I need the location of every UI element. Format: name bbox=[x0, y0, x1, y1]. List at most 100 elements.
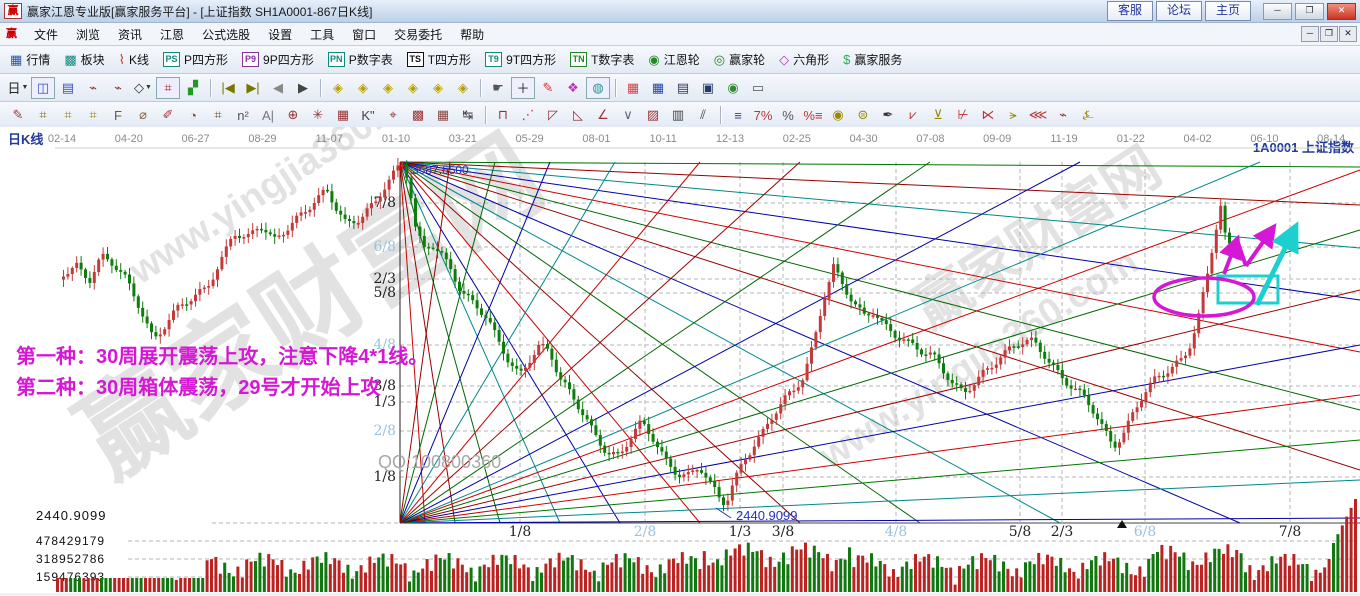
compass-tool[interactable]: ⊕ bbox=[281, 104, 305, 126]
toolbar-button-板块[interactable]: ▩ 板块 bbox=[58, 49, 110, 70]
toolbar-button-六角形[interactable]: ◇ 六角形 bbox=[773, 49, 835, 70]
percent-tool[interactable]: % bbox=[776, 104, 800, 126]
diamond-right-button[interactable]: ◈ bbox=[351, 77, 375, 99]
first-page-button[interactable]: |◀ bbox=[216, 77, 240, 99]
gold-fan-tool[interactable]: ⪫ bbox=[1001, 104, 1025, 126]
toolbar-button-赢家服务[interactable]: $ 赢家服务 bbox=[837, 49, 908, 70]
customer-service-button[interactable]: 客服 bbox=[1106, 1, 1153, 21]
quote-list-button[interactable]: ▤ bbox=[56, 77, 80, 99]
j-angle-tool[interactable]: ⊬ bbox=[951, 104, 975, 126]
k-angle-tool[interactable]: K" bbox=[356, 104, 380, 126]
gold-line-tool[interactable]: ⊜ bbox=[851, 104, 875, 126]
toolbar-button-T四方形[interactable]: TS T四方形 bbox=[401, 49, 477, 70]
diamond-lr-button[interactable]: ◈ bbox=[376, 77, 400, 99]
menu-item-帮助[interactable]: 帮助 bbox=[460, 27, 485, 42]
percent-level-tool[interactable]: %≡ bbox=[801, 104, 825, 126]
menu-item-江恩[interactable]: 江恩 bbox=[160, 27, 185, 42]
last-page-button[interactable]: ▶| bbox=[241, 77, 265, 99]
period-day-button[interactable]: 日 ▼ bbox=[6, 77, 30, 99]
ab-wave-tool[interactable]: ⩗ bbox=[901, 104, 925, 126]
toolbar-button-P四方形[interactable]: PS P四方形 bbox=[157, 49, 234, 70]
toolbar-button-行情[interactable]: ▦ 行情 bbox=[4, 49, 56, 70]
toolbar-button-9T四方形[interactable]: T9 9T四方形 bbox=[479, 49, 562, 70]
memo-button[interactable]: ▤ bbox=[671, 77, 695, 99]
rays-tool[interactable]: ⋰ bbox=[516, 104, 540, 126]
gold-circle-tool[interactable]: ◉ bbox=[826, 104, 850, 126]
grid-dense-tool[interactable]: ▨ bbox=[641, 104, 665, 126]
child-close-button[interactable]: ✕ bbox=[1339, 26, 1357, 42]
shen-tool[interactable]: ⌖ bbox=[381, 104, 405, 126]
small-chart9-button[interactable]: ⌁ bbox=[106, 77, 130, 99]
print-button[interactable]: ▭ bbox=[746, 77, 770, 99]
web-save-button[interactable]: ◉ bbox=[721, 77, 745, 99]
flag-pen-tool[interactable]: ✒ bbox=[876, 104, 900, 126]
brush-tool[interactable]: ✎ bbox=[6, 104, 30, 126]
menu-item-交易委托[interactable]: 交易委托 bbox=[394, 27, 443, 42]
box-tool[interactable]: ⊓ bbox=[491, 104, 515, 126]
dense-grid-tool[interactable]: ▦ bbox=[431, 104, 455, 126]
gann-analysis-button[interactable]: ⌗ bbox=[156, 76, 180, 99]
calendar-button[interactable]: ▦ bbox=[621, 77, 645, 99]
color-chart-button[interactable]: ▞ bbox=[181, 77, 205, 99]
save-button[interactable]: ▣ bbox=[696, 77, 720, 99]
percent-line-tool[interactable]: 7% bbox=[751, 104, 775, 126]
menu-item-设置[interactable]: 设置 bbox=[268, 27, 293, 42]
grid-tool-1[interactable]: ⌗ bbox=[31, 104, 55, 126]
diamond-all-button[interactable]: ◈ bbox=[451, 77, 475, 99]
spiral-tool[interactable]: ⌀ bbox=[131, 104, 155, 126]
menu-item-资讯[interactable]: 资讯 bbox=[118, 27, 143, 42]
grid-bar-tool[interactable]: ▥ bbox=[666, 104, 690, 126]
fan-ul-tool[interactable]: ◸ bbox=[541, 104, 565, 126]
parallel-tool[interactable]: ⫽ bbox=[691, 104, 715, 126]
f-angle-tool[interactable]: ⋉ bbox=[976, 104, 1000, 126]
stats-tool[interactable]: ≡ bbox=[726, 104, 750, 126]
menu-item-文件[interactable]: 文件 bbox=[34, 27, 59, 42]
fan-ll-tool[interactable]: ◺ bbox=[566, 104, 590, 126]
minimize-button[interactable]: ─ bbox=[1263, 2, 1292, 20]
crosshair-button[interactable]: ＋ bbox=[511, 76, 535, 99]
zigzag-tool[interactable]: ⌁ bbox=[1051, 104, 1075, 126]
gold-grid-tool-2[interactable]: ⌗ bbox=[81, 104, 105, 126]
multi-window-button[interactable]: ◫ bbox=[31, 76, 55, 99]
angle-ruler-tool[interactable]: ⍼ bbox=[1076, 104, 1100, 126]
toolbar-button-K线[interactable]: ⌇ K线 bbox=[113, 49, 155, 70]
diamond-x-button[interactable]: ◈ bbox=[401, 77, 425, 99]
prev-button[interactable]: ◀ bbox=[266, 77, 290, 99]
hash-tool[interactable]: ⌗ bbox=[206, 104, 230, 126]
restore-button[interactable]: ❐ bbox=[1295, 2, 1324, 20]
clock-tool[interactable]: ◔ bbox=[181, 104, 205, 126]
calculator-button[interactable]: ▦ bbox=[646, 77, 670, 99]
text-tool[interactable]: A| bbox=[256, 104, 280, 126]
v-lines-tool[interactable]: ∨ bbox=[616, 104, 640, 126]
menu-item-窗口[interactable]: 窗口 bbox=[352, 27, 377, 42]
angle-lines-tool[interactable]: ∠ bbox=[591, 104, 615, 126]
gold-angle-tool[interactable]: ⊻ bbox=[926, 104, 950, 126]
f-grid-tool[interactable]: F bbox=[106, 104, 130, 126]
toolbar-button-P数字表[interactable]: PN P数字表 bbox=[322, 49, 399, 70]
forum-button[interactable]: 论坛 bbox=[1155, 1, 1202, 21]
gann-shape-button[interactable]: ❖ bbox=[561, 77, 585, 99]
child-restore-button[interactable]: ❐ bbox=[1320, 26, 1338, 42]
hand-tool-button[interactable]: ☛ bbox=[486, 77, 510, 99]
span-arrow-tool[interactable]: ↹ bbox=[456, 104, 480, 126]
diamond-plus-button[interactable]: ◈ bbox=[426, 77, 450, 99]
diamond-left-button[interactable]: ◈ bbox=[326, 77, 350, 99]
win-grid-tool[interactable]: ▩ bbox=[406, 104, 430, 126]
toolbar-button-赢家轮[interactable]: ◎ 赢家轮 bbox=[708, 49, 771, 70]
small-chart3-button[interactable]: ⌁ bbox=[81, 77, 105, 99]
menu-item-浏览[interactable]: 浏览 bbox=[76, 27, 101, 42]
star-tool[interactable]: ✳ bbox=[306, 104, 330, 126]
region-button[interactable]: ◍ bbox=[586, 76, 610, 99]
menu-item-工具[interactable]: 工具 bbox=[310, 27, 335, 42]
child-minimize-button[interactable]: ─ bbox=[1301, 26, 1319, 42]
close-button[interactable]: ✕ bbox=[1327, 2, 1356, 20]
chart-canvas[interactable]: 赢家财富网 www.yingjia360.com www.yingjia360.co… bbox=[0, 56, 1360, 593]
toolbar-button-9P四方形[interactable]: P9 9P四方形 bbox=[236, 49, 320, 70]
gold-grid-tool-1[interactable]: ⌗ bbox=[56, 104, 80, 126]
red-pen-tool[interactable]: ✐ bbox=[156, 104, 180, 126]
homepage-button[interactable]: 主页 bbox=[1204, 1, 1251, 21]
menu-item-公式选股[interactable]: 公式选股 bbox=[202, 27, 251, 42]
n2-tool[interactable]: n² bbox=[231, 104, 255, 126]
candle-style-button[interactable]: ◇ ▼ bbox=[131, 77, 155, 99]
toolbar-button-T数字表[interactable]: TN T数字表 bbox=[564, 49, 640, 70]
